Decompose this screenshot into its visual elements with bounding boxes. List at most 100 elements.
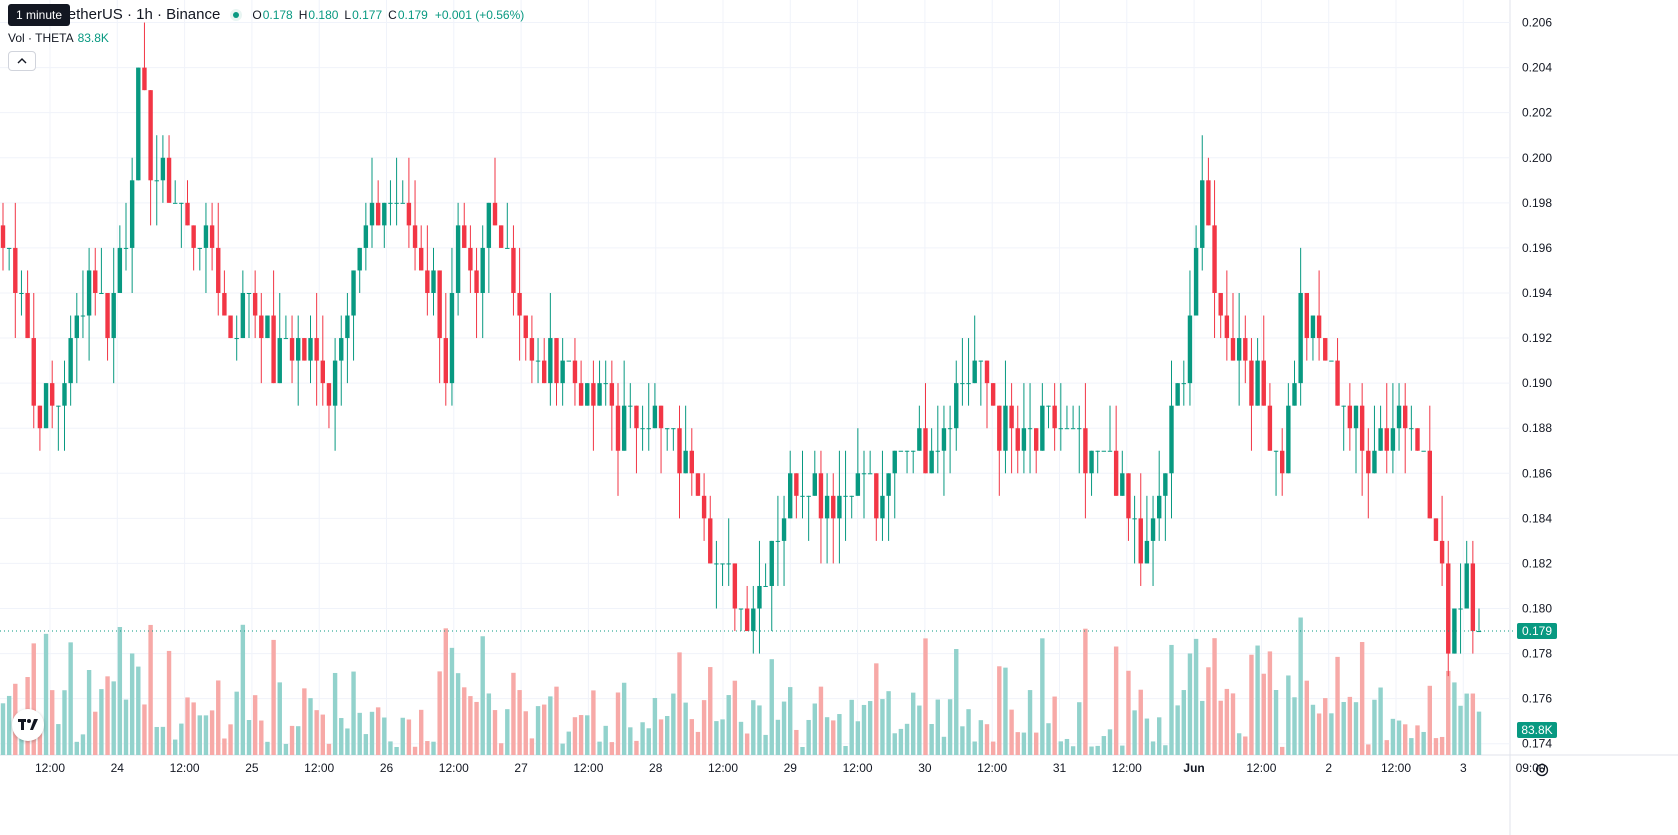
volume-badge: 83.8K [1517,722,1557,738]
volume-bar [1280,746,1285,755]
candle-body [339,338,344,361]
volume-bar [972,741,977,755]
volume-bar [314,710,319,755]
volume-bar [443,628,448,755]
candle-body [1261,360,1266,406]
candle-body [449,292,455,384]
volume-bar [984,724,990,755]
candle-body [136,67,141,181]
volume-bar [978,720,984,755]
volume-bar [1126,670,1131,755]
candle-body [1476,631,1482,633]
candle-body [129,180,135,248]
volume-bar [941,736,947,755]
volume-bar [394,746,399,755]
volume-bar [554,686,559,755]
volume-bar [486,693,492,755]
volume-bar [1193,638,1199,755]
candle-body [1212,225,1217,293]
tradingview-logo-icon[interactable] [12,709,44,741]
volume-bar [615,692,621,755]
volume-bar [566,731,571,755]
volume-bar [646,728,651,755]
settings-icon[interactable] [1533,761,1551,779]
candle-body [197,247,202,249]
candle-body [621,405,627,451]
candle-body [615,405,621,451]
candle-body [781,518,787,541]
volume-bar [400,717,405,755]
volume-bar [880,699,885,755]
candle-body [1341,405,1346,407]
candle-body [972,360,977,384]
volume-bar [1224,688,1230,755]
candle-body [1280,450,1285,474]
x-tick-label: 12:00 [843,761,873,775]
candle-body [1144,540,1150,564]
candle-body [867,473,873,475]
volume-bar [585,715,590,755]
symbol-legend: Token / TetherUS · 1h · Binance O0.178 H… [8,6,524,23]
candle-body [1316,315,1322,339]
volume-bar [911,692,916,755]
volume-bar [788,687,793,755]
x-tick-label: 26 [380,761,394,775]
candle-body [1347,405,1353,429]
candle-body [917,428,922,451]
volume-bar [1132,710,1137,755]
candle-body [1458,608,1463,610]
candle-body [1439,540,1445,564]
x-tick-label: 09:00 [1516,761,1546,775]
candle-body [222,292,227,316]
candle-body [1329,360,1334,362]
volume-bar [929,723,934,755]
volume-bar [252,695,258,755]
candle-body [394,202,399,204]
volume-bar [677,652,682,755]
volume-legend[interactable]: Vol · THETA 83.8K [8,31,109,45]
volume-bar [406,719,412,755]
volume-bar [505,709,510,755]
x-tick-label: Jun [1183,761,1204,775]
volume-bar [289,725,295,755]
volume-bar [179,723,184,755]
candle-body [406,202,412,226]
candle-body [720,563,725,565]
volume-bar [412,746,418,755]
candle-body [1415,428,1420,451]
volume-bar [843,745,848,755]
volume-bar [277,682,282,755]
candle-body [0,225,6,248]
candle-body [1193,247,1199,316]
volume-bar [1372,699,1377,755]
volume-bar [1347,696,1353,755]
volume-bar [511,672,516,755]
volume-bar [492,710,498,755]
candle-body [1083,428,1088,474]
volume-bar [997,666,1002,755]
candle-body [271,315,276,384]
candle-body [1267,405,1273,451]
candle-body [1089,450,1094,474]
y-tick-label: 0.192 [1522,331,1552,345]
candle-body [1403,405,1408,429]
candle-body [1243,338,1248,361]
candle-body [554,338,559,384]
candle-body [1138,518,1143,564]
volume-bar [671,693,676,755]
candle-body [86,270,92,316]
candle-body [209,225,215,248]
candle-body [597,383,602,406]
candle-body [265,315,270,339]
candle-body [990,383,996,406]
candle-body [289,338,295,361]
candle-body [923,428,928,474]
collapse-legend-button[interactable] [8,51,36,71]
candle-body [1169,405,1174,474]
candle-body [412,225,418,248]
volume-bar [855,721,861,755]
volume-bar [173,739,178,755]
volume-bar [1107,729,1113,755]
candle-body [1335,360,1340,406]
